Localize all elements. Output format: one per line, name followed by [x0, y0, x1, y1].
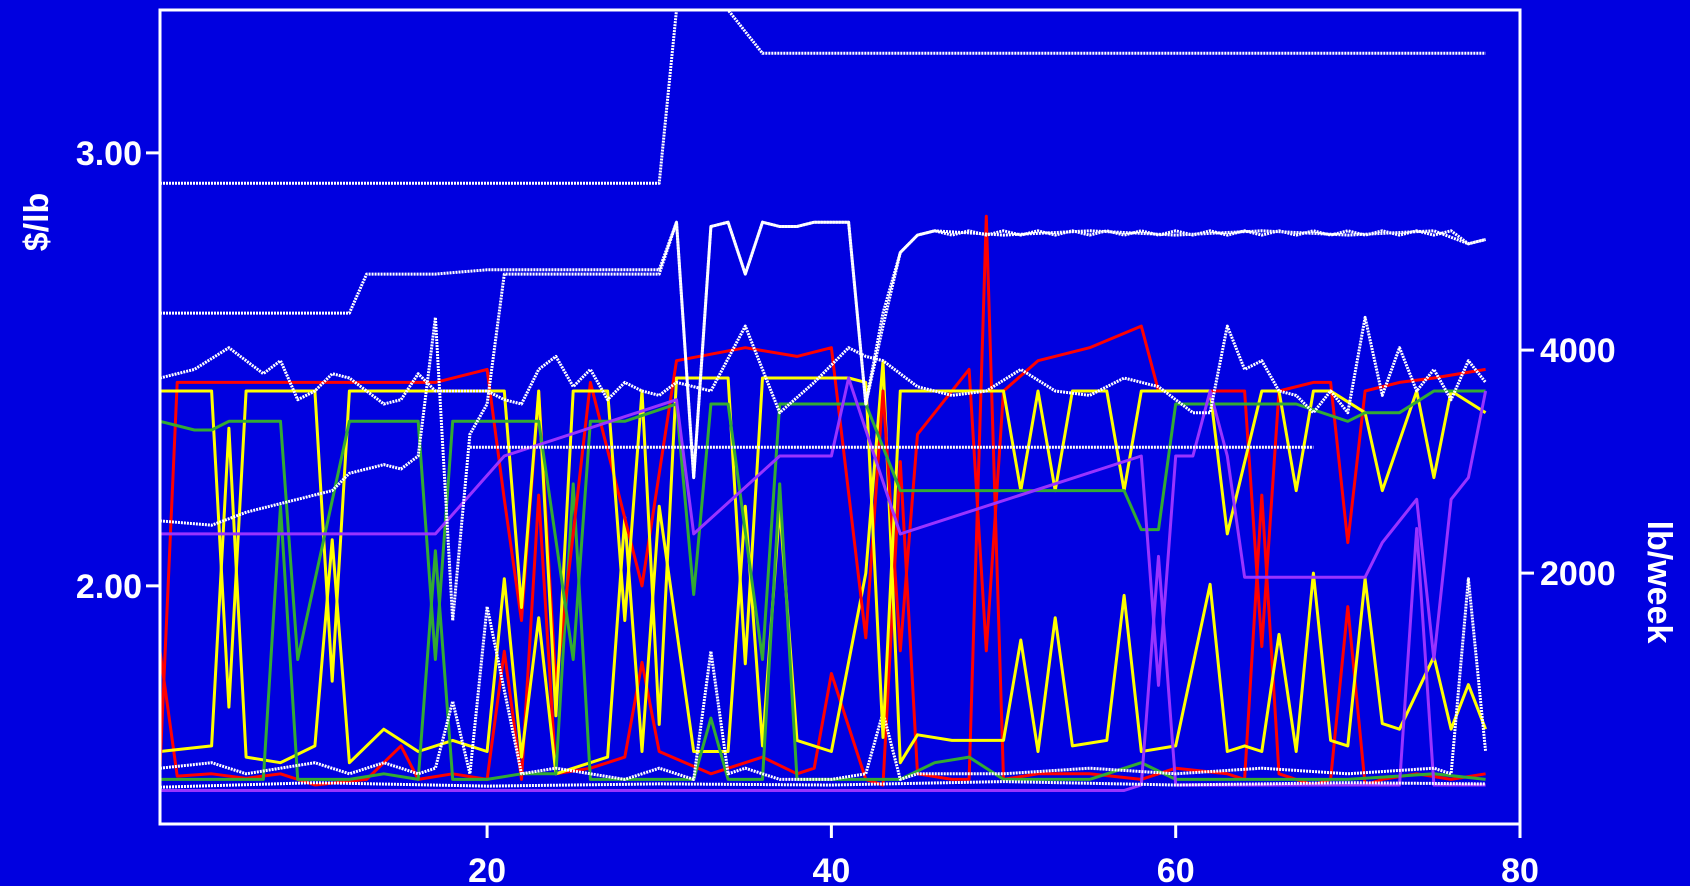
- axis-layer: 20 40 60 80 2.00 3.00 2000 4000: [76, 135, 1616, 886]
- price-series-purple-4: [160, 376, 1488, 687]
- right-y-tick-label-2000: 2000: [1540, 555, 1616, 593]
- left-y-tick-label-2.00: 2.00: [76, 568, 142, 606]
- volume-series-purple-4: [160, 527, 1486, 792]
- y-axis-left-title: $/lb: [18, 193, 56, 252]
- volume-series-yellow-2: [159, 359, 1487, 776]
- right-y-tick-label-4000: 4000: [1540, 332, 1616, 370]
- price-series-yellow-2: [160, 376, 1487, 739]
- y-axis-right-title: lb/week: [1640, 521, 1678, 644]
- volume-series-white-5: [159, 577, 1488, 781]
- x-tick-label-40: 40: [812, 852, 850, 886]
- left-y-tick-label-3.00: 3.00: [76, 135, 142, 173]
- plot-frame: [158, 8, 1522, 826]
- series-layer: [158, 8, 1488, 792]
- price-series-red-1: [158, 324, 1486, 768]
- x-tick-label-20: 20: [468, 852, 506, 886]
- price-series-white-8: [159, 315, 1487, 415]
- price-series-white-7: [159, 220, 1486, 622]
- volume-series-red-1: [158, 214, 1486, 787]
- price-series-white-6: [160, 220, 1486, 480]
- x-tick-label-80: 80: [1501, 852, 1539, 886]
- price-series-green-3: [159, 389, 1486, 661]
- x-tick-label-60: 60: [1157, 852, 1195, 886]
- volume-series-green-3: [160, 482, 1486, 781]
